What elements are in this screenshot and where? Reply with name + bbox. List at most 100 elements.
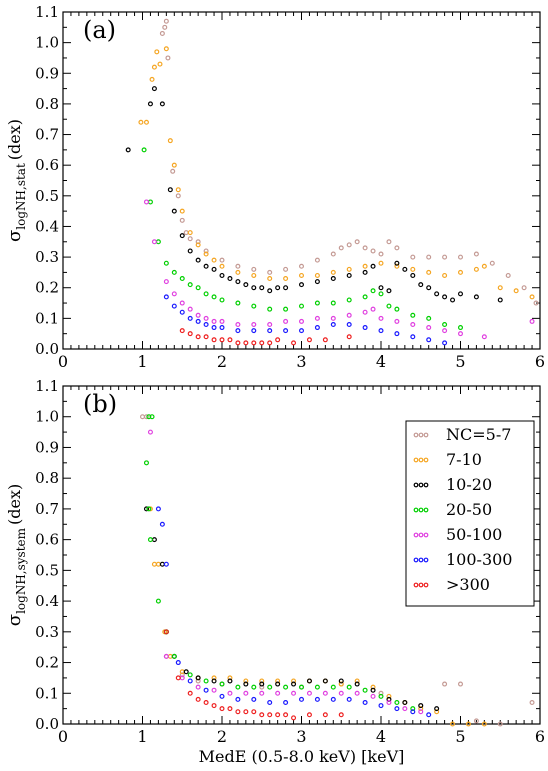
data-point — [227, 276, 233, 282]
data-point — [235, 263, 241, 269]
data-point — [179, 276, 185, 282]
data-point — [378, 260, 384, 266]
data-point — [195, 684, 201, 690]
data-point — [283, 318, 289, 324]
data-point — [378, 315, 384, 321]
y-tick-label: 0.6 — [35, 531, 59, 549]
data-point — [243, 690, 249, 696]
data-point — [195, 257, 201, 263]
data-point — [306, 690, 312, 696]
data-point — [346, 272, 352, 278]
x-tick-label: 2 — [217, 352, 227, 371]
legend-marker — [413, 557, 419, 563]
data-point — [251, 340, 257, 346]
data-point — [314, 279, 320, 285]
data-point — [314, 300, 320, 306]
data-point — [346, 297, 352, 303]
data-point — [203, 291, 209, 297]
data-point — [426, 269, 432, 275]
y-tick-label: 0.8 — [35, 95, 59, 113]
legend-item: >300 — [413, 575, 490, 594]
data-point — [227, 678, 233, 684]
data-point — [179, 233, 185, 239]
data-point — [314, 696, 320, 702]
y-tick-label: 0.2 — [35, 279, 59, 297]
x-tick-label: 1 — [137, 352, 147, 371]
data-point — [378, 285, 384, 291]
data-point — [299, 696, 305, 702]
legend-marker — [423, 507, 429, 513]
data-point — [171, 653, 177, 659]
data-point — [322, 690, 328, 696]
x-tick-label: 4 — [376, 352, 386, 371]
data-point — [259, 690, 265, 696]
data-point — [450, 721, 456, 727]
data-point — [362, 309, 368, 315]
data-point — [211, 294, 217, 300]
data-point — [473, 718, 479, 724]
data-point — [203, 699, 209, 705]
data-point — [473, 266, 479, 272]
data-point — [165, 55, 171, 61]
data-point — [299, 328, 305, 334]
panel-label: (b) — [83, 390, 117, 418]
y-tick-label: 0.1 — [35, 684, 59, 702]
data-point — [211, 337, 217, 343]
data-point — [163, 629, 169, 635]
data-point — [235, 328, 241, 334]
data-point — [138, 119, 144, 125]
data-point — [140, 414, 146, 420]
data-point — [235, 709, 241, 715]
data-point — [322, 337, 328, 343]
legend-item: NC=5-7 — [413, 425, 511, 444]
data-point — [251, 684, 257, 690]
data-point — [179, 672, 185, 678]
legend-label: 10-20 — [446, 475, 492, 494]
data-point — [442, 321, 448, 327]
data-point — [346, 321, 352, 327]
legend-label: 100-300 — [446, 550, 512, 569]
legend-marker — [413, 457, 419, 463]
data-point — [211, 266, 217, 272]
data-point — [175, 193, 181, 199]
data-point — [426, 254, 432, 260]
y-tick-label: 0.6 — [35, 156, 59, 174]
data-point — [259, 684, 265, 690]
data-point — [473, 294, 479, 300]
data-point — [203, 678, 209, 684]
data-point — [330, 276, 336, 282]
y-tick-label: 0.7 — [35, 126, 59, 144]
data-point — [481, 334, 487, 340]
series-100-300 — [163, 294, 448, 346]
data-point — [442, 272, 448, 278]
data-point — [187, 306, 193, 312]
data-point — [394, 260, 400, 266]
data-point — [211, 678, 217, 684]
data-point — [179, 217, 185, 223]
data-point — [434, 709, 440, 715]
data-point — [505, 272, 511, 278]
data-point — [179, 208, 185, 214]
data-point — [146, 506, 152, 512]
data-point — [251, 285, 257, 291]
data-point — [267, 276, 273, 282]
data-point — [394, 331, 400, 337]
data-point — [283, 712, 289, 718]
legend-marker — [423, 557, 429, 563]
data-point — [330, 696, 336, 702]
data-point — [219, 337, 225, 343]
data-point — [299, 303, 305, 309]
data-point — [163, 561, 169, 567]
x-axis-label: MedE (0.5-8.0 keV) [keV] — [199, 747, 405, 766]
y-tick-label: 0.7 — [35, 500, 59, 518]
series-100-300 — [155, 506, 432, 718]
data-point — [151, 561, 157, 567]
data-point — [219, 318, 225, 324]
data-point — [155, 561, 161, 567]
data-point — [283, 328, 289, 334]
data-point — [442, 294, 448, 300]
x-tick-label: 2 — [217, 727, 227, 746]
data-point — [163, 46, 169, 52]
data-point — [203, 251, 209, 257]
